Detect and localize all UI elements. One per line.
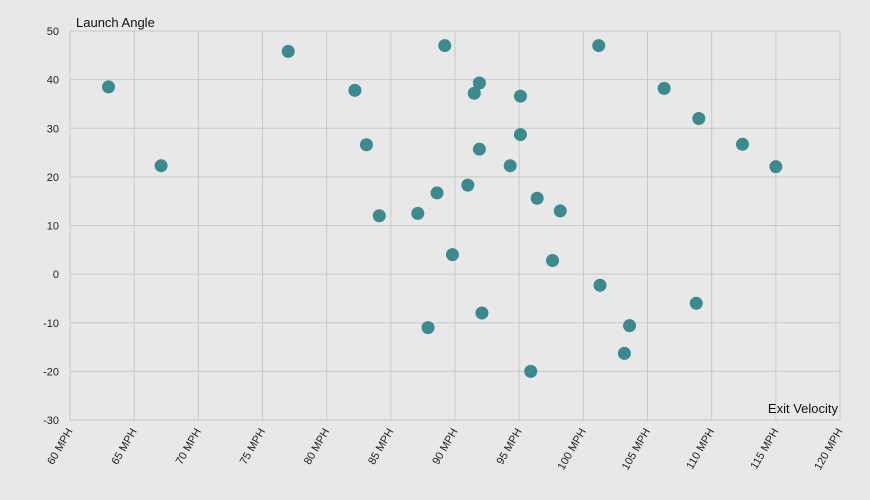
x-tick-label: 90 MPH xyxy=(430,426,460,466)
data-point[interactable] xyxy=(617,346,631,360)
data-point[interactable] xyxy=(359,138,373,152)
x-tick-label: 80 MPH xyxy=(302,426,332,466)
x-tick-label: 60 MPH xyxy=(45,426,75,466)
data-point[interactable] xyxy=(475,306,489,320)
y-tick-label: 0 xyxy=(53,269,59,281)
x-tick-label: 120 MPH xyxy=(812,426,845,472)
data-point[interactable] xyxy=(348,83,362,97)
data-point[interactable] xyxy=(281,44,295,58)
data-point[interactable] xyxy=(735,137,749,151)
data-point[interactable] xyxy=(438,39,452,53)
data-point[interactable] xyxy=(623,319,637,333)
data-point[interactable] xyxy=(154,159,168,173)
data-point[interactable] xyxy=(445,248,459,262)
x-tick-label: 115 MPH xyxy=(749,426,782,471)
x-tick-label: 110 MPH xyxy=(684,426,717,471)
data-point[interactable] xyxy=(102,80,115,94)
data-point[interactable] xyxy=(503,159,517,173)
y-tick-label: -20 xyxy=(43,366,59,378)
x-tick-label: 95 MPH xyxy=(494,426,524,466)
y-axis-title: Launch Angle xyxy=(76,15,155,30)
data-point[interactable] xyxy=(372,209,386,223)
data-point[interactable] xyxy=(513,89,527,103)
data-point[interactable] xyxy=(421,321,435,335)
y-tick-label: 10 xyxy=(47,221,59,233)
data-point[interactable] xyxy=(769,160,783,174)
data-point[interactable] xyxy=(692,112,706,126)
data-point[interactable] xyxy=(513,128,527,142)
x-tick-label: 100 MPH xyxy=(556,426,589,472)
data-point[interactable] xyxy=(411,206,425,220)
x-tick-label: 75 MPH xyxy=(238,426,268,466)
data-point[interactable] xyxy=(461,178,475,192)
y-tick-label: 50 xyxy=(47,26,59,38)
data-point[interactable] xyxy=(430,186,444,200)
x-tick-label: 85 MPH xyxy=(366,426,396,466)
y-tick-label: 20 xyxy=(47,172,59,184)
y-tick-label: -30 xyxy=(43,415,59,427)
data-point[interactable] xyxy=(553,204,567,218)
grid-layer xyxy=(69,30,841,421)
x-tick-label: 105 MPH xyxy=(620,426,653,472)
data-point[interactable] xyxy=(472,142,486,156)
data-point[interactable] xyxy=(593,278,607,292)
y-tick-label: 30 xyxy=(47,123,59,135)
data-point[interactable] xyxy=(467,86,481,100)
y-tick-label: -10 xyxy=(43,318,59,330)
x-tick-label: 70 MPH xyxy=(174,426,204,466)
x-axis-title: Exit Velocity xyxy=(768,401,839,416)
data-point[interactable] xyxy=(592,39,606,53)
data-point[interactable] xyxy=(524,364,538,378)
y-tick-label: 40 xyxy=(47,75,59,87)
x-tick-label: 65 MPH xyxy=(109,426,139,466)
data-point[interactable] xyxy=(689,296,703,310)
data-point[interactable] xyxy=(546,254,560,268)
data-point[interactable] xyxy=(530,191,544,205)
data-point-layer xyxy=(102,39,783,378)
data-point[interactable] xyxy=(472,76,486,90)
data-point[interactable] xyxy=(657,81,671,95)
